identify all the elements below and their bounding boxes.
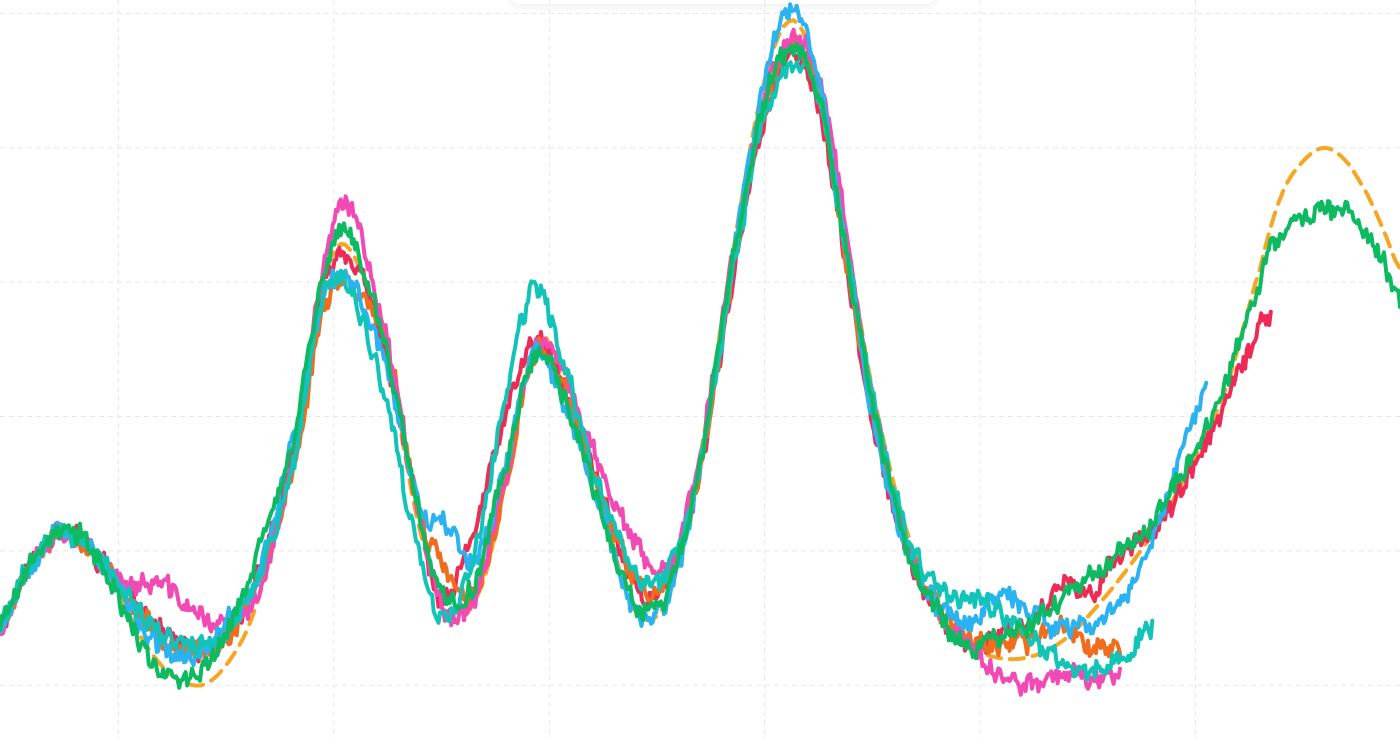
series-line-1 — [0, 33, 1122, 662]
series-line-4 — [0, 58, 1155, 682]
series-line-5 — [0, 42, 1400, 690]
reference-line — [0, 18, 1400, 688]
tooltip-edge — [510, 0, 935, 4]
series-layer — [0, 2, 1400, 697]
series-line-3 — [0, 2, 1209, 668]
reference-layer — [0, 18, 1400, 688]
